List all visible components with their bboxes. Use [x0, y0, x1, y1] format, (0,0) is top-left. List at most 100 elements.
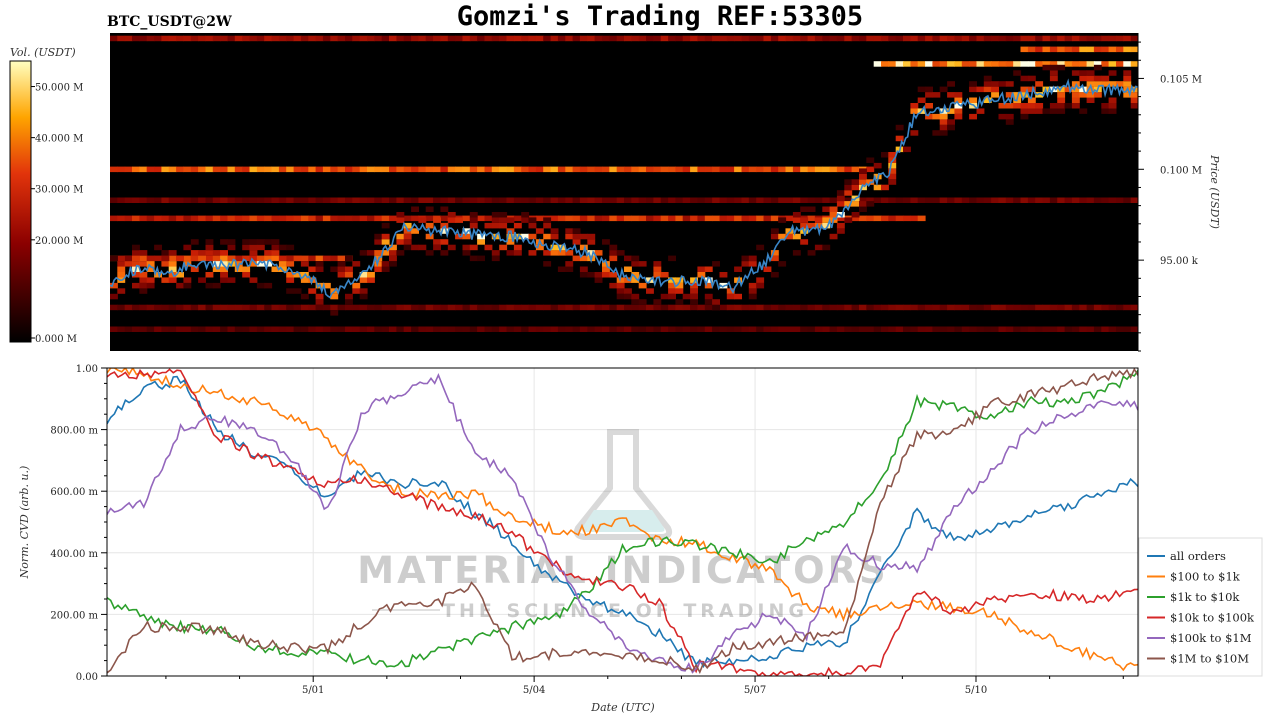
- heatmap-cell: [242, 166, 251, 173]
- heatmap-cell: [499, 35, 508, 42]
- heatmap-cell: [983, 304, 992, 311]
- heatmap-cell: [337, 35, 346, 42]
- heatmap-cell: [168, 250, 177, 256]
- heatmap-cell: [403, 304, 412, 311]
- heatmap-cell: [954, 113, 963, 120]
- heatmap-cell: [352, 166, 361, 173]
- heatmap-cell: [220, 261, 228, 267]
- heatmap-cell: [161, 35, 170, 42]
- heatmap-cell: [822, 244, 831, 251]
- heatmap-cell: [403, 197, 412, 203]
- heatmap-cell: [903, 304, 911, 311]
- heatmap-cell: [748, 326, 757, 332]
- heatmap-cell: [939, 113, 948, 120]
- heatmap-cell: [352, 215, 361, 222]
- x-tick-label: 5/01: [302, 685, 324, 696]
- heatmap-cell: [506, 233, 515, 240]
- heatmap-cell: [337, 255, 346, 262]
- heatmap-cell: [1138, 81, 1146, 87]
- heatmap-cell: [1020, 113, 1029, 120]
- heatmap-cell: [697, 35, 706, 42]
- legend-label: $1M to $10M: [1170, 652, 1249, 666]
- heatmap-cell: [308, 288, 317, 294]
- heatmap-cell: [682, 326, 691, 332]
- heatmap-cell: [1020, 75, 1029, 82]
- heatmap-cell: [352, 35, 361, 42]
- heatmap-cell: [425, 206, 434, 212]
- heatmap-cell: [396, 166, 405, 173]
- heatmap-cell: [146, 326, 155, 332]
- heatmap-cell: [969, 304, 977, 311]
- heatmap-cell: [1049, 46, 1058, 53]
- heatmap-cell: [609, 282, 618, 289]
- heatmap-cell: [829, 212, 838, 218]
- heatmap-cell: [873, 304, 882, 311]
- heatmap-cell: [594, 250, 603, 256]
- heatmap-cell: [440, 304, 449, 311]
- heatmap-cell: [1108, 81, 1117, 87]
- heatmap-cell: [264, 35, 273, 42]
- heatmap-cell: [212, 282, 221, 289]
- heatmap-cell: [572, 233, 581, 240]
- heatmap-cell: [741, 261, 750, 267]
- heatmap-cell: [146, 197, 155, 203]
- heatmap-cell: [469, 166, 478, 173]
- heatmap-cell: [1005, 326, 1014, 332]
- heatmap-cell: [792, 166, 801, 173]
- heatmap-cell: [668, 304, 676, 311]
- heatmap-cell: [756, 244, 765, 251]
- heatmap-cell: [146, 35, 155, 42]
- x-tick-label: 5/07: [744, 685, 766, 696]
- heatmap-cell: [770, 233, 779, 240]
- heatmap-cell: [1035, 197, 1044, 203]
- heatmap-cell: [256, 166, 265, 173]
- heatmap-cell: [154, 215, 162, 222]
- heatmap-cell: [785, 228, 794, 234]
- heatmap-cell: [976, 197, 985, 203]
- heatmap-cell: [440, 239, 449, 245]
- heatmap-cell: [756, 35, 765, 42]
- heatmap-cell: [359, 197, 368, 203]
- heatmap-cell: [462, 166, 471, 173]
- heatmap-cell: [543, 250, 552, 256]
- heatmap-cell: [411, 244, 419, 251]
- heatmap-cell: [212, 250, 221, 256]
- heatmap-cell: [932, 35, 941, 42]
- heatmap-cell: [286, 304, 295, 311]
- heatmap-cell: [873, 61, 882, 67]
- heatmap-cell: [939, 197, 948, 203]
- heatmap-cell: [543, 222, 552, 229]
- heatmap-cell: [183, 255, 192, 262]
- heatmap-cell: [1027, 46, 1036, 53]
- heatmap-cell: [712, 304, 720, 311]
- heatmap-cell: [851, 201, 860, 207]
- heatmap-cell: [925, 92, 933, 98]
- heatmap-cell: [631, 261, 640, 267]
- heatmap-cell: [418, 197, 427, 203]
- heatmap-cell: [961, 326, 970, 332]
- heatmap-cell: [903, 146, 911, 153]
- heatmap-cell: [881, 152, 889, 158]
- heatmap-cell: [315, 35, 324, 42]
- heatmap-cell: [910, 215, 919, 222]
- heatmap-cell: [888, 197, 897, 203]
- heatmap-cell: [469, 244, 478, 251]
- heatmap-cell: [227, 197, 236, 203]
- heatmap-cell: [161, 261, 170, 267]
- heatmap-cell: [572, 35, 581, 42]
- heatmap-cell: [293, 272, 302, 278]
- heatmap-cell: [939, 119, 948, 125]
- heatmap-cell: [359, 250, 368, 256]
- heatmap-cell: [308, 266, 317, 272]
- heatmap-cell: [748, 261, 757, 267]
- heatmap-cell: [1020, 61, 1029, 67]
- heatmap-cell: [653, 299, 662, 305]
- heatmap-cell: [271, 266, 280, 272]
- heatmap-cell: [389, 326, 397, 332]
- heatmap-cell: [763, 215, 772, 222]
- heatmap-cell: [624, 255, 632, 262]
- heatmap-cell: [631, 35, 640, 42]
- heatmap-cell: [1005, 304, 1014, 311]
- heatmap-cell: [602, 166, 610, 173]
- heatmap-cell: [183, 277, 192, 283]
